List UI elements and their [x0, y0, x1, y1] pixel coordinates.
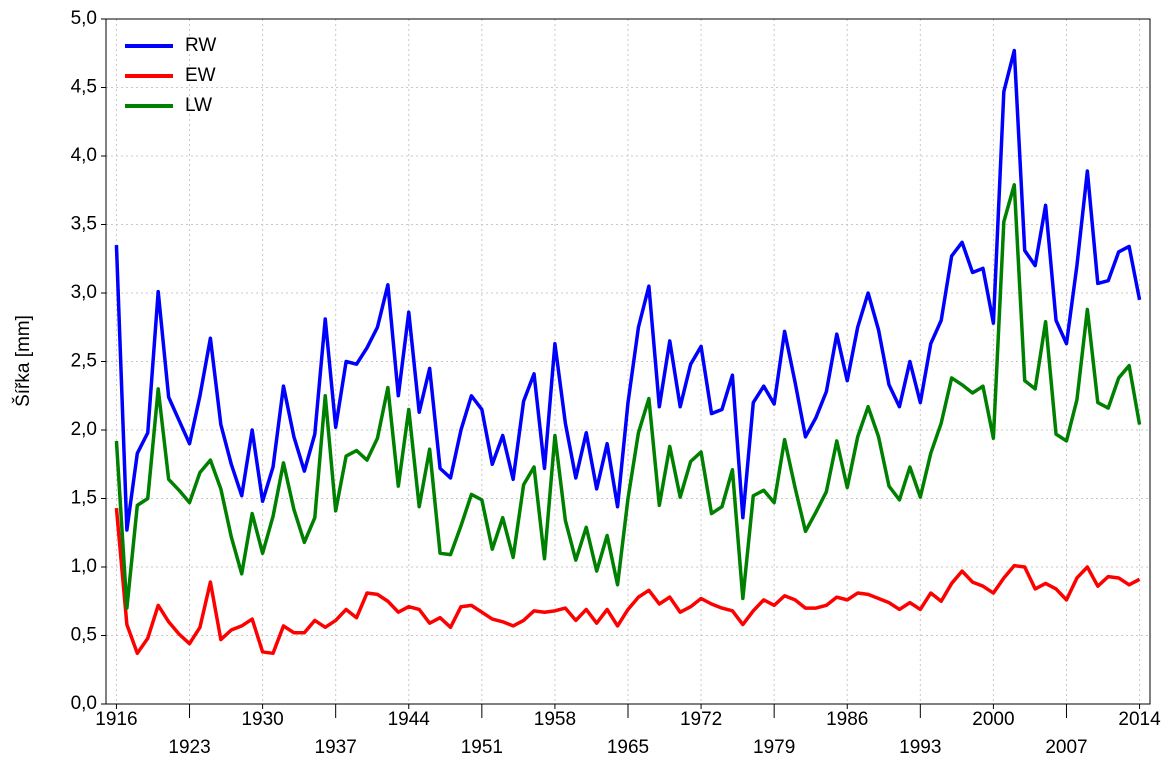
x-tick-label: 1930 [241, 709, 283, 730]
y-tick-label: 3,5 [71, 214, 97, 235]
x-tick-label: 1958 [534, 709, 576, 730]
series-line [114, 48, 1142, 532]
y-tick-label: 4,0 [71, 145, 97, 166]
x-tick-label: 1937 [315, 737, 357, 758]
y-tick-label: 0,5 [71, 625, 97, 646]
y-tick-label: 2,5 [71, 351, 97, 372]
y-tick-label: 1,0 [71, 556, 97, 577]
series-line [114, 183, 1142, 610]
x-tick-label: 1993 [899, 737, 941, 758]
y-tick-label: 5,0 [71, 8, 97, 29]
x-tick-label: 1979 [753, 737, 795, 758]
x-tick-label: 1986 [826, 709, 868, 730]
plot-area [105, 18, 1151, 705]
legend-label: RW [185, 35, 216, 56]
legend-label: EW [185, 65, 216, 86]
y-tick-label: 0,0 [71, 693, 97, 714]
y-tick-label: 1,5 [71, 488, 97, 509]
y-axis-label: Šířka [mm] [12, 315, 34, 407]
x-tick-label: 1972 [680, 709, 722, 730]
x-tick-label: 2014 [1118, 709, 1161, 730]
series-line [114, 507, 1141, 656]
x-tick-label: 1923 [168, 737, 210, 758]
x-tick-label: 1944 [388, 709, 431, 730]
y-tick-label: 3,0 [71, 282, 97, 303]
x-tick-label: 2007 [1045, 737, 1087, 758]
y-tick-label: 4,5 [71, 77, 97, 98]
y-tick-label: 2,0 [71, 419, 97, 440]
x-tick-label: 1916 [95, 709, 137, 730]
x-tick-label: 1965 [607, 737, 649, 758]
x-tick-label: 2000 [972, 709, 1014, 730]
x-tick-label: 1951 [461, 737, 503, 758]
legend-label: LW [185, 95, 212, 116]
